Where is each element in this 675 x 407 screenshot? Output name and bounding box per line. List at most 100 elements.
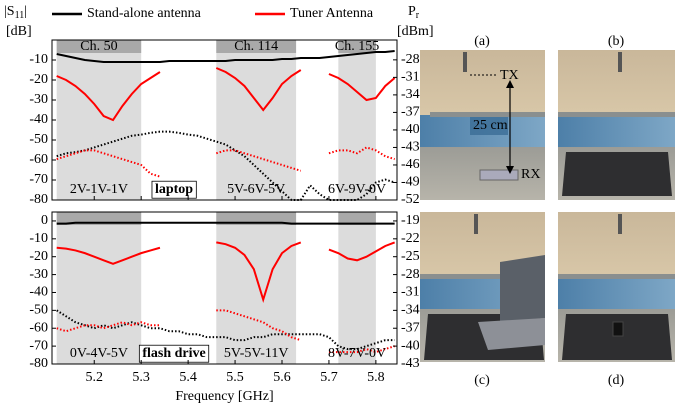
channel-band-top (338, 212, 376, 225)
distance-label: 25 cm (473, 118, 508, 133)
y2-tick-label: -37 (401, 320, 420, 335)
x-tick-label: 5.7 (320, 370, 338, 385)
line-series (56, 309, 395, 354)
y-tick-label: -20 (29, 72, 48, 87)
y-tick-label: 0 (41, 213, 48, 228)
panel-label: (c) (474, 373, 490, 388)
y-tick-label: -70 (29, 172, 48, 187)
photo-a: TX RX 25 cm (420, 50, 545, 200)
y2-tick-label: -43 (401, 356, 420, 371)
channel-band-top (338, 40, 376, 53)
photo-d (558, 212, 675, 362)
y-tick-label: -30 (29, 92, 48, 107)
scenario-label: laptop (155, 182, 193, 197)
y-tick-label: -80 (29, 192, 48, 207)
y2-tick-label: -28 (401, 52, 420, 67)
y2-tick-label: -22 (401, 231, 420, 246)
panel-label: (a) (474, 34, 490, 49)
channel-label: Ch. 114 (234, 39, 278, 54)
legend-label: Stand-alone antenna (87, 6, 202, 21)
charts: Ch. 50 Ch. 114 Ch. 155 2V-1V-1V 5V-6V-5V 6V-9… (4, 4, 434, 404)
channel-label: Ch. 50 (80, 39, 117, 54)
scenario-box (151, 180, 197, 199)
y2-axis-title-sub: r (416, 10, 420, 21)
y-tick-label: -30 (29, 267, 48, 282)
line-series (56, 67, 396, 122)
panel-label: (b) (608, 34, 625, 49)
line-series (56, 221, 395, 225)
tuning-note: 6V-9V-0V (328, 182, 386, 197)
y2-tick-label: -40 (401, 338, 420, 353)
y2-axis-title-main: P (408, 4, 416, 19)
y-axis-unit: [dB] (6, 24, 32, 39)
channel-band-top (216, 40, 297, 53)
scenario-label: flash drive (142, 346, 205, 361)
y-tick-label: -10 (29, 52, 48, 67)
channel-label: Ch. 155 (335, 39, 379, 54)
photo-b (558, 50, 675, 200)
x-tick-label: 5.3 (132, 370, 150, 385)
chart-panel: 0V-4V-5V 5V-5V-11V 8V-7V-0V flash drive -80 -… (29, 211, 420, 404)
y-tick-label: -70 (29, 338, 48, 353)
tuning-note: 5V-6V-5V (227, 182, 285, 197)
channel-band (216, 40, 297, 200)
channel-band-top (56, 40, 142, 53)
scenario-box (138, 344, 210, 363)
y-axis-title-end: | (24, 4, 27, 19)
channel-band (216, 212, 297, 364)
y-tick-label: -50 (29, 303, 48, 318)
x-tick-label: 5.2 (85, 370, 103, 385)
tuning-note: 8V-7V-0V (328, 346, 386, 361)
photos: TX RX 25 cm (a) (b) (c) (d) (420, 34, 675, 388)
y-tick-label: -40 (29, 285, 48, 300)
photo-c (420, 212, 545, 362)
chart-panel: Ch. 50 Ch. 114 Ch. 155 2V-1V-1V 5V-6V-5V 6V-9… (4, 4, 434, 207)
y2-tick-label: -34 (401, 303, 420, 318)
y-axis-title-sub: 11 (15, 10, 25, 21)
y2-tick-label: -46 (401, 157, 420, 172)
y-tick-label: -40 (29, 112, 48, 127)
tuning-note: 0V-4V-5V (70, 346, 128, 361)
x-tick-label: 5.4 (179, 370, 197, 385)
y-axis-title-main: |S (4, 4, 15, 19)
y-tick-label: -60 (29, 320, 48, 335)
y2-tick-label: -52 (401, 192, 420, 207)
x-axis-title: Frequency [GHz] (175, 389, 273, 404)
y2-tick-label: -40 (401, 122, 420, 137)
y2-tick-label: -25 (401, 249, 420, 264)
x-tick-label: 5.8 (367, 370, 385, 385)
y2-tick-label: -28 (401, 267, 420, 282)
tuning-note: 2V-1V-1V (70, 182, 128, 197)
x-tick-label: 5.6 (273, 370, 291, 385)
line-series (56, 241, 396, 304)
y2-axis-unit: [dBm] (397, 24, 434, 39)
y-tick-label: -10 (29, 231, 48, 246)
channel-band (56, 212, 142, 364)
tx-label: TX (500, 68, 519, 83)
channel-band (56, 40, 142, 200)
panel-label: (d) (608, 373, 625, 388)
y-axis-title: |S11| (4, 4, 27, 21)
legend-label: Tuner Antenna (290, 6, 374, 21)
y-tick-label: -80 (29, 356, 48, 371)
y2-tick-label: -34 (401, 87, 420, 102)
tuning-note: 5V-5V-11V (224, 346, 289, 361)
y2-tick-label: -31 (401, 285, 420, 300)
line-series (56, 146, 395, 178)
y2-tick-label: -19 (401, 213, 420, 228)
y2-axis-title: Pr (408, 4, 420, 21)
rx-label: RX (521, 167, 540, 182)
y-tick-label: -60 (29, 152, 48, 167)
channel-band (338, 40, 376, 200)
y2-tick-label: -37 (401, 105, 420, 120)
y2-tick-label: -49 (401, 175, 420, 190)
x-tick-label: 5.5 (226, 370, 244, 385)
channel-band (338, 212, 376, 364)
line-series (56, 50, 395, 63)
y-tick-label: -50 (29, 132, 48, 147)
y2-tick-label: -43 (401, 140, 420, 155)
y2-tick-label: -31 (401, 70, 420, 85)
plot-frame (51, 211, 398, 365)
y-tick-label: -20 (29, 249, 48, 264)
